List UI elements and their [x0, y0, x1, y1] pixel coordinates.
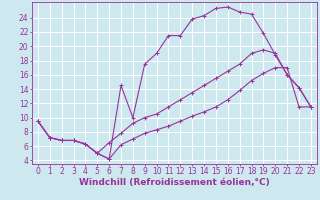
X-axis label: Windchill (Refroidissement éolien,°C): Windchill (Refroidissement éolien,°C)	[79, 178, 270, 187]
